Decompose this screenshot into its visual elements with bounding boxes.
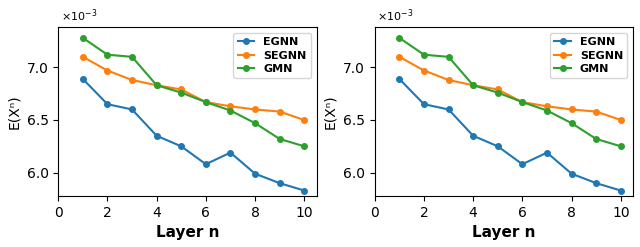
Text: $\times10^{-3}$: $\times10^{-3}$ xyxy=(61,7,97,24)
EGNN xyxy=(469,134,477,137)
EGNN xyxy=(543,151,551,154)
GMN xyxy=(177,91,185,94)
GMN xyxy=(617,145,625,148)
SEGNN xyxy=(445,79,452,82)
SEGNN xyxy=(469,84,477,87)
GMN xyxy=(420,53,428,56)
EGNN xyxy=(177,145,185,148)
SEGNN xyxy=(543,105,551,108)
GMN xyxy=(276,137,284,140)
GMN xyxy=(79,36,86,39)
GMN xyxy=(568,122,575,125)
Line: EGNN: EGNN xyxy=(397,76,623,193)
EGNN xyxy=(592,182,600,185)
GMN xyxy=(469,84,477,87)
EGNN xyxy=(276,182,284,185)
SEGNN xyxy=(396,55,403,58)
Legend: EGNN, SEGNN, GMN: EGNN, SEGNN, GMN xyxy=(233,33,311,79)
SEGNN xyxy=(276,110,284,113)
EGNN xyxy=(300,189,308,192)
SEGNN xyxy=(227,105,234,108)
GMN xyxy=(227,109,234,112)
Line: EGNN: EGNN xyxy=(80,76,307,193)
SEGNN xyxy=(177,88,185,91)
EGNN xyxy=(153,134,161,137)
X-axis label: Layer n: Layer n xyxy=(156,225,219,240)
SEGNN xyxy=(592,110,600,113)
EGNN xyxy=(104,103,111,106)
GMN xyxy=(202,101,210,103)
EGNN xyxy=(227,151,234,154)
EGNN xyxy=(128,108,136,111)
GMN xyxy=(518,101,526,103)
SEGNN xyxy=(518,101,526,103)
GMN xyxy=(445,55,452,58)
GMN xyxy=(494,91,502,94)
SEGNN xyxy=(300,119,308,122)
SEGNN xyxy=(420,69,428,72)
EGNN xyxy=(420,103,428,106)
GMN xyxy=(128,55,136,58)
Y-axis label: E(Xⁿ): E(Xⁿ) xyxy=(323,94,337,129)
Line: GMN: GMN xyxy=(80,35,307,149)
EGNN xyxy=(445,108,452,111)
SEGNN xyxy=(617,119,625,122)
Line: GMN: GMN xyxy=(397,35,623,149)
EGNN xyxy=(396,78,403,81)
SEGNN xyxy=(104,69,111,72)
GMN xyxy=(592,137,600,140)
SEGNN xyxy=(153,84,161,87)
EGNN xyxy=(568,172,575,175)
SEGNN xyxy=(128,79,136,82)
EGNN xyxy=(494,145,502,148)
Text: $\times10^{-3}$: $\times10^{-3}$ xyxy=(378,7,413,24)
GMN xyxy=(543,109,551,112)
SEGNN xyxy=(494,88,502,91)
EGNN xyxy=(79,78,86,81)
GMN xyxy=(104,53,111,56)
GMN xyxy=(300,145,308,148)
GMN xyxy=(251,122,259,125)
SEGNN xyxy=(79,55,86,58)
Legend: EGNN, SEGNN, GMN: EGNN, SEGNN, GMN xyxy=(550,33,627,79)
X-axis label: Layer n: Layer n xyxy=(472,225,536,240)
EGNN xyxy=(617,189,625,192)
EGNN xyxy=(202,163,210,166)
Line: SEGNN: SEGNN xyxy=(80,54,307,123)
SEGNN xyxy=(568,108,575,111)
Line: SEGNN: SEGNN xyxy=(397,54,623,123)
Y-axis label: E(Xⁿ): E(Xⁿ) xyxy=(7,94,21,129)
SEGNN xyxy=(202,101,210,103)
EGNN xyxy=(518,163,526,166)
SEGNN xyxy=(251,108,259,111)
EGNN xyxy=(251,172,259,175)
GMN xyxy=(153,84,161,87)
GMN xyxy=(396,36,403,39)
